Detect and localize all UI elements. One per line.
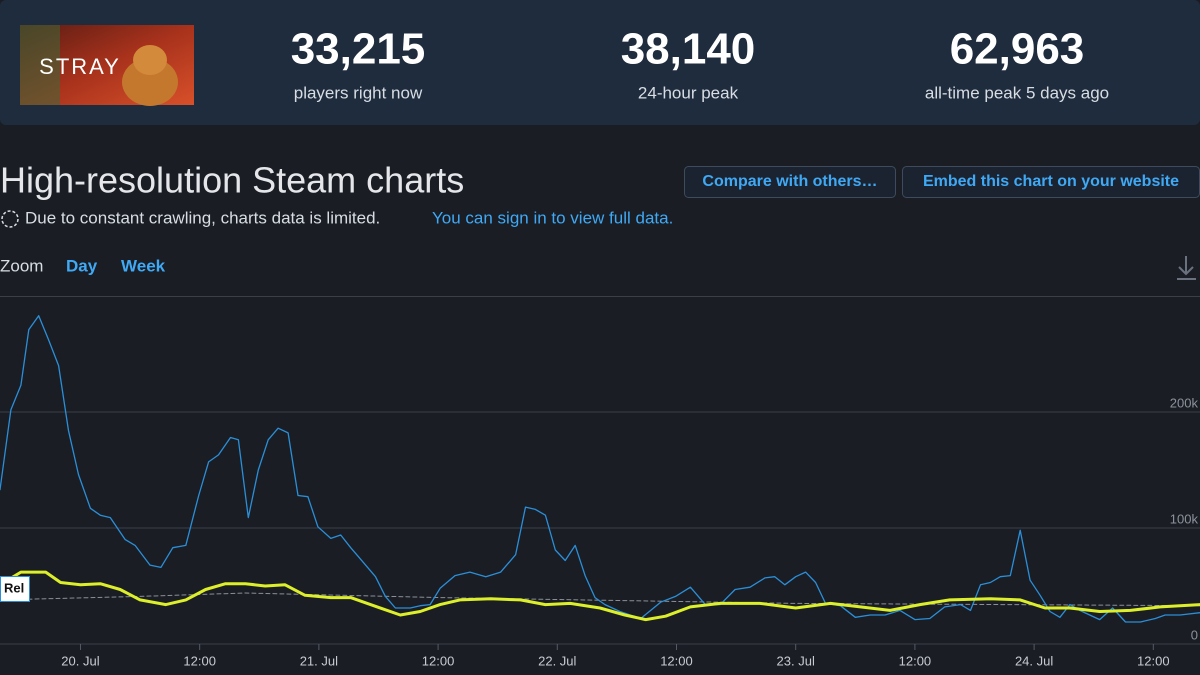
y-tick-label: 200k xyxy=(1170,395,1199,410)
x-tick-label: 22. Jul xyxy=(538,653,576,668)
logo-shade xyxy=(20,25,60,105)
stat-value: 33,215 xyxy=(291,25,426,74)
button[interactable]: Compare with others… xyxy=(684,166,896,198)
stat-value: 62,963 xyxy=(950,25,1085,74)
series-line xyxy=(0,592,1200,607)
game-logo: STRAY xyxy=(20,25,194,106)
x-tick-label: 21. Jul xyxy=(300,653,338,668)
zoom-option[interactable]: Week xyxy=(121,256,166,275)
x-tick-label: 20. Jul xyxy=(61,653,99,668)
annotation-box xyxy=(0,576,30,602)
stat-label: players right now xyxy=(294,83,423,102)
button-frame[interactable] xyxy=(684,166,896,198)
button-label[interactable]: Compare with others… xyxy=(702,173,877,190)
x-tick-label: 12:00 xyxy=(183,653,216,668)
x-tick-label: 12:00 xyxy=(660,653,693,668)
section-title: High-resolution Steam charts xyxy=(0,160,464,201)
notice-link[interactable]: You can sign in to view full data. xyxy=(432,208,673,227)
annotation-flag: Rel xyxy=(0,576,30,602)
x-tick-label: 12:00 xyxy=(1137,653,1170,668)
notice: Due to constant crawling, charts data is… xyxy=(25,208,380,227)
zoom-label: Zoom xyxy=(0,256,43,275)
download-icon[interactable] xyxy=(1177,256,1196,280)
series-line xyxy=(0,570,1200,622)
logo-cat xyxy=(122,58,178,106)
zoom-option[interactable]: Day xyxy=(66,256,98,275)
chart: 0 100k 200k 20. Jul 12:00 21. Jul 12:00 22. Jul… xyxy=(0,296,1200,668)
button-label[interactable]: Embed this chart on your website xyxy=(923,173,1179,190)
button[interactable]: Embed this chart on your website xyxy=(902,166,1200,198)
loading-icon xyxy=(1,210,19,228)
header-panel xyxy=(0,0,1200,125)
x-tick-label: 12:00 xyxy=(899,653,932,668)
stat-value: 38,140 xyxy=(621,25,756,74)
y-tick-label: 0 xyxy=(1191,627,1198,642)
logo-text: STRAY xyxy=(39,54,121,79)
download-arrow[interactable] xyxy=(1177,256,1196,280)
x-tick-label: 24. Jul xyxy=(1015,653,1053,668)
y-tick-label: 100k xyxy=(1170,511,1199,526)
annotation-label: Rel xyxy=(4,580,24,595)
x-tick-label: 23. Jul xyxy=(777,653,815,668)
logo-cat-head xyxy=(133,45,167,75)
series-line xyxy=(0,315,1200,623)
stat-label: all-time peak 5 days ago xyxy=(925,83,1109,102)
x-tick-label: 12:00 xyxy=(422,653,455,668)
stat-label: 24-hour peak xyxy=(638,83,739,102)
